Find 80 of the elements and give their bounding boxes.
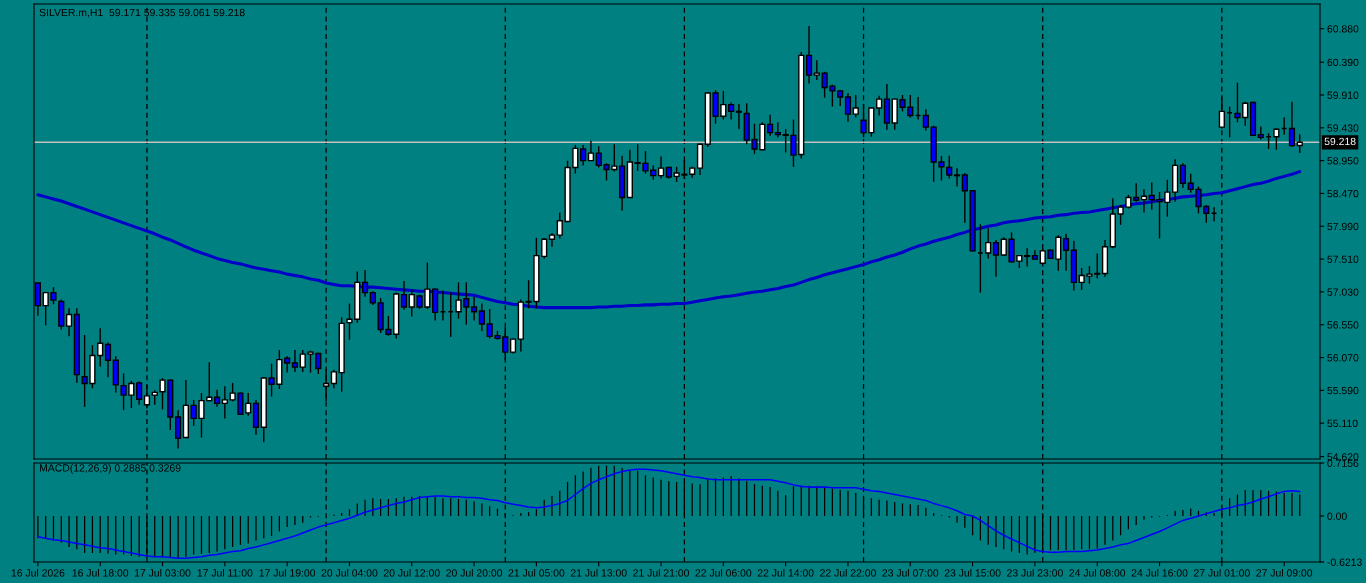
x-tick-label: 27 Jul 01:00	[1194, 568, 1250, 577]
candlestick	[985, 227, 992, 260]
x-tick-label: 22 Jul 22:00	[820, 568, 876, 577]
candlestick	[291, 349, 299, 373]
y-tick-label: 56.070	[1327, 354, 1359, 362]
candlestick	[136, 380, 143, 406]
candlestick	[883, 83, 891, 131]
candlestick	[580, 144, 587, 167]
y-tick-label: 58.950	[1327, 157, 1359, 165]
x-tick-label: 20 Jul 04:00	[321, 568, 378, 577]
candlestick	[844, 92, 852, 123]
ref-line-label: 59.218	[1324, 137, 1356, 146]
x-tick-label: 24 Jul 08:00	[1069, 568, 1126, 577]
candlestick	[587, 140, 595, 162]
y-tick-label: 0.00	[1327, 512, 1347, 520]
candlestick	[432, 287, 439, 322]
y-tick-label: -0.6213	[1327, 558, 1362, 566]
line-series	[36, 170, 1302, 310]
candlestick	[1179, 162, 1187, 189]
candlestick	[400, 280, 408, 311]
candlestick	[735, 103, 743, 130]
x-tick-label: 27 Jul 09:00	[1256, 568, 1313, 577]
candlestick	[65, 307, 73, 338]
y-tick-label: 57.030	[1327, 288, 1359, 296]
candlestick	[1024, 247, 1031, 268]
chart-title: MACD(12,26,9) 0.2885 0.3269	[40, 463, 181, 474]
y-tick-label: 59.430	[1327, 124, 1359, 132]
y-tick-label: 0.7156	[1327, 459, 1359, 467]
x-tick-label: 22 Jul 06:00	[695, 568, 752, 577]
candlestick	[221, 385, 228, 420]
candlestick	[1133, 182, 1140, 203]
y-tick-label: 56.550	[1327, 321, 1359, 329]
candlestick	[696, 142, 704, 176]
x-tick-label: 23 Jul 15:00	[944, 568, 1001, 577]
x-tick-label: 21 Jul 05:00	[508, 568, 565, 577]
x-tick-label: 17 Jul 03:00	[134, 568, 191, 577]
y-tick-label: 57.990	[1327, 222, 1359, 231]
y-tick-label: 57.510	[1327, 255, 1359, 263]
candlestick	[992, 239, 1000, 278]
candlestick	[104, 341, 112, 379]
y-tick-label: 55.590	[1327, 386, 1359, 395]
candlestick	[774, 121, 781, 139]
candlestick	[252, 399, 260, 436]
x-tick-label: 17 Jul 19:00	[259, 568, 316, 577]
x-tick-label: 20 Jul 20:00	[446, 568, 503, 577]
x-tick-label: 20 Jul 12:00	[383, 568, 440, 577]
y-tick-label: 54.620	[1327, 453, 1359, 461]
candlestick	[953, 167, 961, 188]
candlestick	[330, 369, 337, 390]
candlestick	[852, 94, 859, 119]
y-tick-label: 59.910	[1327, 91, 1359, 99]
candlestick	[1288, 101, 1296, 148]
candlestick	[1062, 233, 1070, 272]
x-tick-label: 21 Jul 21:00	[633, 568, 690, 577]
y-tick-label: 58.470	[1327, 189, 1359, 198]
candlestick	[1273, 127, 1280, 151]
x-tick-label: 24 Jul 16:00	[1131, 568, 1188, 577]
candlestick	[946, 155, 953, 180]
candlestick	[174, 409, 182, 450]
x-tick-label: 21 Jul 13:00	[570, 568, 627, 577]
y-tick-label: 60.880	[1327, 25, 1359, 33]
y-tick-label: 60.390	[1327, 58, 1359, 67]
y-tick-label: 55.110	[1327, 419, 1358, 428]
candlestick	[478, 302, 485, 332]
candlestick	[766, 114, 774, 137]
candlestick	[922, 108, 929, 132]
chart-title: SILVER.m,H1 59.171 59.335 59.061 59.218	[39, 8, 245, 18]
x-tick-label: 16 Jul 2026	[11, 568, 65, 577]
candlestick	[284, 355, 291, 374]
x-tick-label: 17 Jul 11:00	[197, 568, 253, 577]
candlestick	[805, 25, 813, 85]
x-tick-label: 22 Jul 14:00	[757, 568, 814, 577]
x-tick-label: 23 Jul 23:00	[1007, 568, 1063, 577]
candlestick	[470, 295, 478, 322]
candlestick	[876, 94, 883, 117]
x-tick-label: 16 Jul 18:00	[72, 568, 129, 577]
candlestick	[657, 155, 665, 180]
candlestick	[1140, 188, 1148, 214]
x-tick-label: 23 Jul 07:00	[882, 568, 939, 577]
candlestick	[361, 269, 369, 298]
